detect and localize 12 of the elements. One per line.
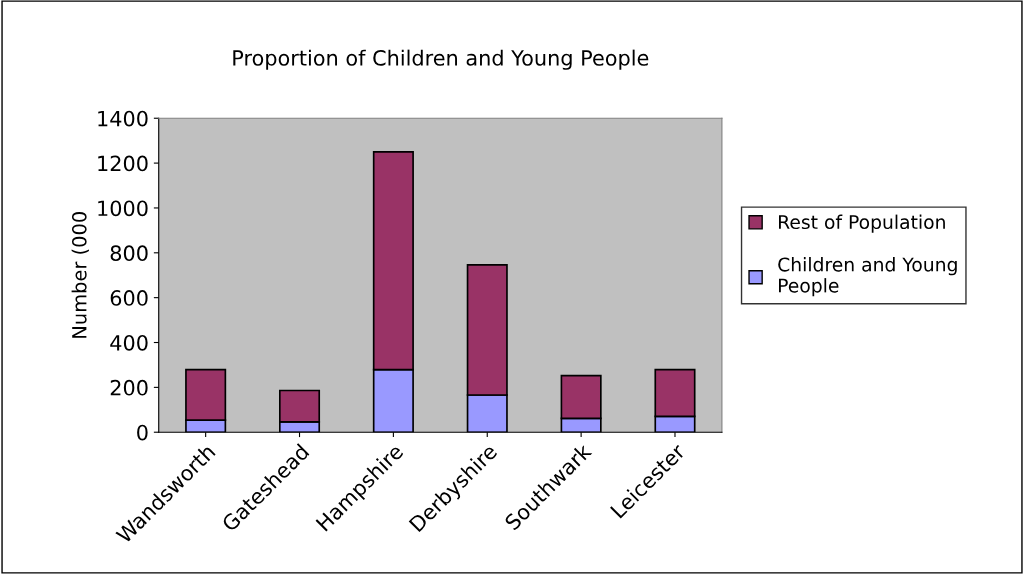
y-tick-label: 800 <box>110 245 148 262</box>
y-tick-label: 200 <box>110 379 148 396</box>
y-tick-label: 600 <box>110 290 148 306</box>
y-tick-label: 1000 <box>98 200 148 217</box>
y-tick-label: 1400 <box>98 110 148 127</box>
y-tick-label: 400 <box>110 334 148 351</box>
legend-label: Children and Young People <box>778 257 957 297</box>
chart-title: Proportion of Children and Young People <box>233 49 649 70</box>
y-axis-title: Number (000 <box>71 212 89 338</box>
legend-label: Rest of Population <box>779 214 945 233</box>
y-tick-label: 1200 <box>98 155 148 172</box>
y-tick-label: 0 <box>137 424 148 441</box>
